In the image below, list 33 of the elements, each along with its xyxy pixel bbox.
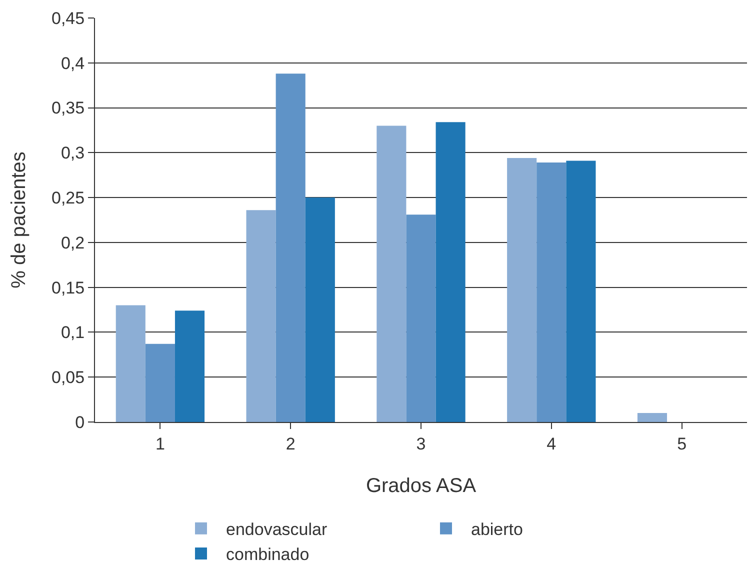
bar [174, 310, 205, 422]
x-tick-label: 3 [416, 434, 426, 454]
bar [507, 158, 537, 422]
legend-label: endovascular [226, 520, 328, 540]
y-tick-label: 0,3 [60, 144, 85, 163]
x-axis-title: Grados ASA [366, 474, 477, 497]
bar [566, 160, 596, 422]
bar [536, 162, 566, 422]
bar [246, 210, 276, 422]
legend-label: combinado [226, 545, 310, 564]
y-tick-label: 0 [75, 412, 85, 432]
y-tick-label: 0,15 [52, 278, 85, 298]
y-tick-label: 0,25 [52, 188, 85, 208]
bar [116, 305, 146, 422]
y-tick-label: 0,05 [52, 368, 85, 388]
legend-label: abierto [471, 520, 523, 540]
x-tick-label: 5 [677, 434, 687, 454]
x-tick-label: 1 [155, 434, 165, 454]
bar [406, 214, 436, 422]
y-tick-label: 0,1 [60, 323, 85, 342]
x-tick-label: 4 [546, 434, 556, 454]
y-axis-title: % de pacientes [8, 152, 30, 288]
y-tick-label: 0,45 [52, 8, 85, 28]
bar [145, 344, 175, 422]
y-tick-label: 0,35 [52, 98, 85, 118]
x-tick-label: 2 [286, 434, 296, 454]
bar [436, 122, 466, 422]
y-tick-label: 0,2 [60, 233, 85, 252]
bar [637, 413, 668, 422]
y-tick-label: 0,4 [60, 54, 85, 73]
bar [376, 126, 406, 422]
bar [305, 198, 335, 422]
bar [276, 74, 306, 422]
